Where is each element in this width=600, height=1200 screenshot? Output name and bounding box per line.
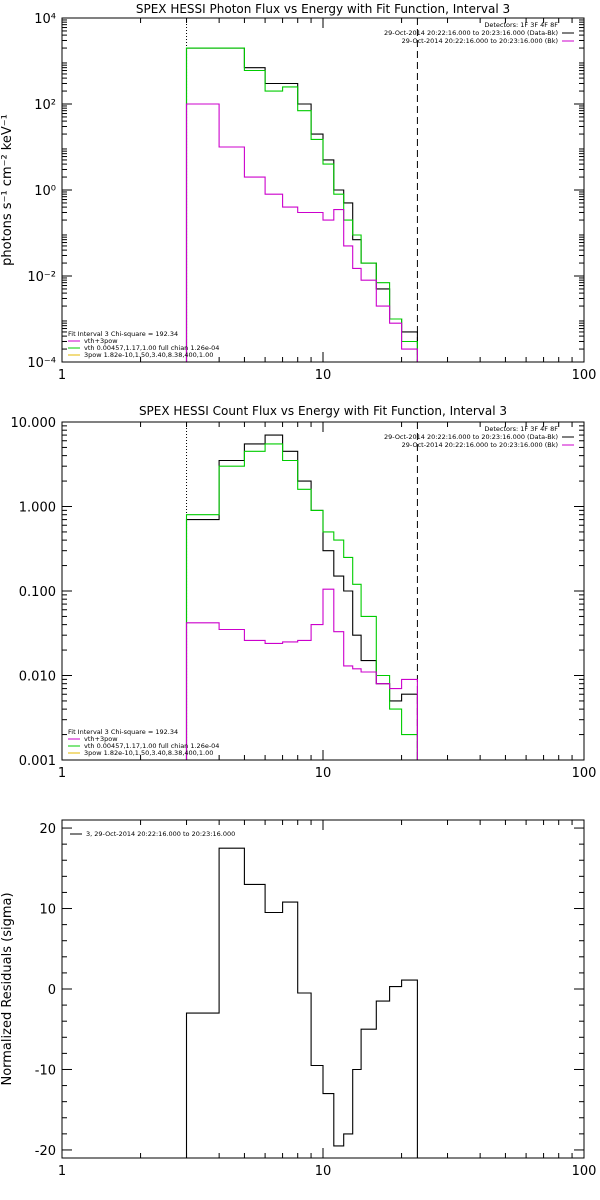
- legend-entry: vth 0.00457,1.17,1.00 full chian 1.26e-0…: [84, 742, 219, 750]
- y-tick-label: 10⁴: [34, 12, 56, 27]
- x-tick-label: 100: [572, 368, 597, 383]
- x-tick-label: 100: [572, 1164, 597, 1179]
- y-axis-label: photons s⁻¹ cm⁻² keV⁻¹: [0, 114, 15, 266]
- legend-entry: 29-Oct-2014 20:22:16.000 to 20:23:16.000…: [402, 37, 558, 45]
- legend-entry: 29-Oct-2014 20:22:16.000 to 20:23:16.000…: [402, 441, 558, 449]
- series-1-line: [185, 847, 418, 1158]
- y-tick-label: 0: [48, 983, 56, 998]
- y-tick-label: 20: [39, 822, 56, 837]
- legend-entry: Fit Interval 3 Chi-square = 192.34: [68, 728, 178, 736]
- series-1-line: [185, 47, 418, 362]
- y-tick-label: -10: [35, 1063, 56, 1078]
- legend-entry: Fit Interval 3 Chi-square = 192.34: [68, 330, 178, 338]
- legend-entry: vth+3pow: [84, 735, 118, 743]
- y-tick-label: -20: [35, 1144, 56, 1159]
- y-tick-label: 10⁰: [34, 184, 56, 199]
- x-tick-label: 100: [572, 766, 597, 781]
- legend-entry: Detectors: 1F 3F 4F 8F: [484, 21, 558, 29]
- series-2-line: [185, 47, 418, 362]
- y-tick-label: 0.100: [19, 585, 56, 600]
- y-tick-label: 10⁻²: [27, 270, 56, 285]
- series-1-line: [185, 434, 418, 760]
- chart-panel-1: SPEX HESSI Photon Flux vs Energy with Fi…: [0, 2, 596, 383]
- x-tick-label: 10: [315, 766, 332, 781]
- plot-frame: [61, 17, 585, 363]
- y-tick-label: 10: [39, 903, 56, 918]
- legend-entry: 3, 29-Oct-2014 20:22:16.000 to 20:23:16.…: [86, 830, 235, 838]
- legend-entry: 3pow 1.82e-10,1.50,3.40,8.38,400,1.00: [84, 351, 213, 359]
- legend-entry: 3pow 1.82e-10,1.50,3.40,8.38,400,1.00: [84, 749, 213, 757]
- y-axis-label: Normalized Residuals (sigma): [0, 892, 15, 1085]
- x-tick-label: 1: [58, 368, 66, 383]
- legend-entry: vth+3pow: [84, 337, 118, 345]
- x-tick-label: 1: [58, 1164, 66, 1179]
- legend-entry: vth 0.00457,1.17,1.00 full chian 1.26e-0…: [84, 344, 219, 352]
- legend-bottom-left: Fit Interval 3 Chi-square = 192.34vth+3p…: [68, 728, 219, 757]
- y-tick-label: 10²: [34, 98, 56, 113]
- chart-title: SPEX HESSI Count Flux vs Energy with Fit…: [139, 404, 507, 418]
- series-3-line: [185, 103, 418, 362]
- legend-entry: 29-Oct-2014 20:22:16.000 to 20:23:16.000…: [384, 29, 558, 37]
- series-3-line: [185, 588, 418, 760]
- plot-frame: [61, 421, 585, 761]
- x-tick-label: 10: [315, 368, 332, 383]
- plot-frame: [61, 819, 585, 1159]
- x-tick-label: 10: [315, 1164, 332, 1179]
- series-2-line: [185, 443, 418, 760]
- x-tick-label: 1: [58, 766, 66, 781]
- y-tick-label: 10⁻⁴: [27, 356, 56, 371]
- y-tick-label: 1.000: [19, 501, 56, 516]
- chart-panel-2: SPEX HESSI Count Flux vs Energy with Fit…: [11, 404, 597, 781]
- chart-title: SPEX HESSI Photon Flux vs Energy with Fi…: [136, 2, 510, 16]
- y-tick-label: 0.010: [19, 670, 56, 685]
- y-tick-label: 0.001: [19, 754, 56, 769]
- legend-entry: 29-Oct-2014 20:22:16.000 to 20:23:16.000…: [384, 433, 558, 441]
- legend-top-left: 3, 29-Oct-2014 20:22:16.000 to 20:23:16.…: [70, 830, 235, 838]
- legend-bottom-left: Fit Interval 3 Chi-square = 192.34vth+3p…: [68, 330, 219, 359]
- y-tick-label: 10.000: [11, 416, 57, 431]
- legend-entry: Detectors: 1F 3F 4F 8F: [484, 425, 558, 433]
